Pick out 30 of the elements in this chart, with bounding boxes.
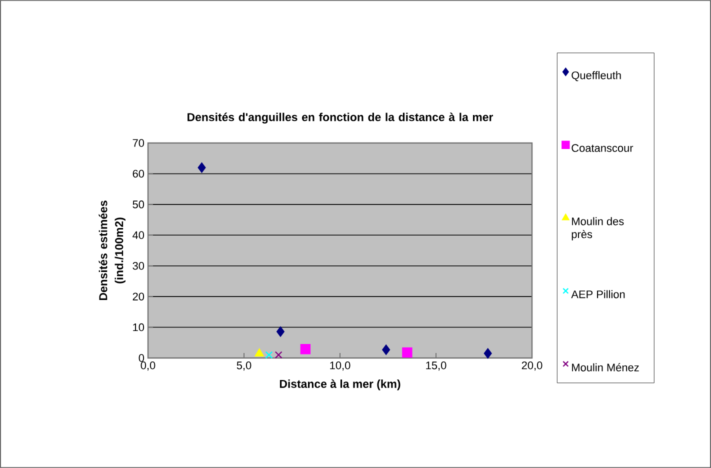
- y-tick-label: 30: [132, 262, 144, 270]
- legend-label: Moulin Ménez: [572, 363, 639, 372]
- point: [300, 344, 311, 354]
- point: [382, 344, 390, 355]
- point: [274, 351, 282, 359]
- x-tick-label: 15,0: [426, 362, 446, 371]
- y-axis-title: Densités estimées (ind./100m2): [98, 200, 126, 300]
- legend-label: Queffleuth: [572, 71, 621, 82]
- chart-title: Densités d'anguilles en fonction de la distance à la mer: [188, 112, 494, 124]
- y-tick-label: 40: [132, 231, 144, 240]
- point: [484, 348, 492, 358]
- point: [198, 162, 206, 173]
- y-tick-label: 60: [132, 170, 144, 178]
- x-tick-label: 10,0: [330, 362, 350, 371]
- y-tick-label: 70: [132, 139, 144, 147]
- point: [265, 351, 273, 359]
- x-tick-label: 20,0: [522, 362, 542, 371]
- point: [276, 326, 284, 337]
- legend-label: Moulin des près: [572, 217, 624, 240]
- y-tick-label: 0: [138, 354, 144, 362]
- point: [402, 347, 412, 358]
- x-tick-label: 0,0: [140, 362, 156, 371]
- x-tick-label: 5,0: [236, 362, 252, 371]
- y-tick-label: 50: [132, 200, 144, 208]
- x-axis-title: Distance à la mer (km): [280, 379, 400, 390]
- y-tick-label: 10: [133, 323, 144, 332]
- legend-label: AEP Pillion: [571, 290, 625, 298]
- legend-label: Coatanscour: [572, 144, 634, 152]
- y-tick-label: 20: [132, 292, 144, 300]
- point: [254, 348, 264, 357]
